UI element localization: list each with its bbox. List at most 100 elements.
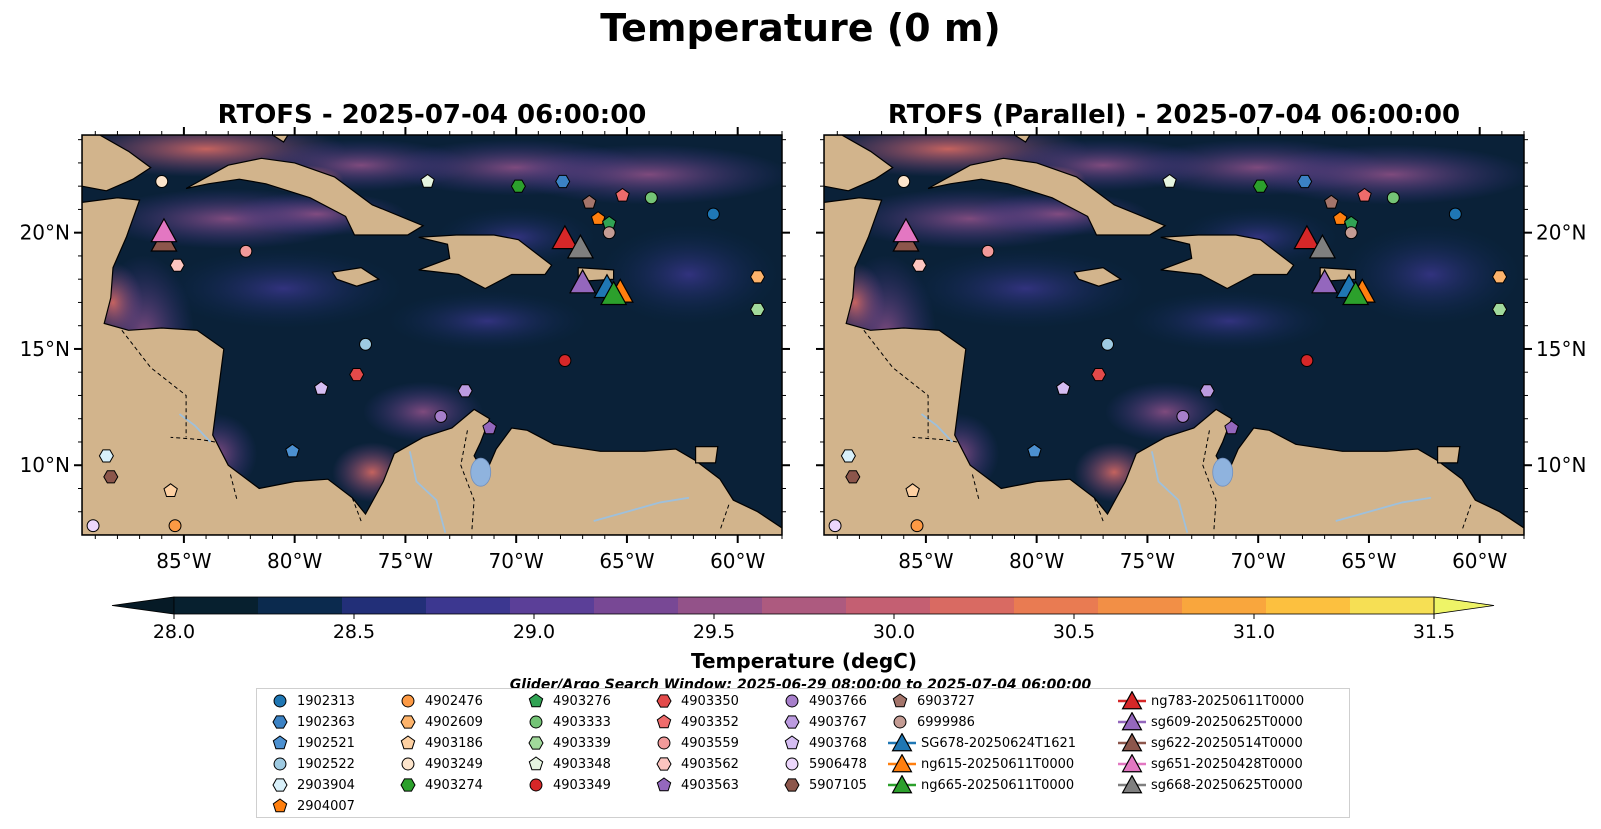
legend-shape (272, 798, 288, 813)
legend-shape (656, 714, 672, 729)
legend-shape (273, 694, 287, 708)
legend-item-label: 4903348 (553, 756, 611, 772)
legend-item: sg651-20250428T0000 (1117, 754, 1303, 774)
river (1150, 451, 1189, 533)
colorbar-tick-label: 31.5 (1413, 621, 1455, 643)
country-border (1461, 504, 1472, 531)
legend-item: 4903339 (523, 733, 611, 753)
pentagon-legend-marker (656, 714, 672, 729)
colorbar-tick-label: 28.5 (333, 621, 375, 643)
colorbar-label: Temperature (degC) (691, 649, 917, 673)
pentagon-legend-marker (528, 693, 544, 708)
argo-marker-4903766 (434, 409, 448, 423)
colorbar-segment (594, 597, 679, 614)
lon-tick-label: 60°W (1452, 549, 1507, 573)
lon-tick-label: 65°W (599, 549, 654, 573)
legend-item: 4903766 (779, 691, 867, 711)
colorbar-segment (1350, 597, 1435, 614)
legend-item-label: ng783-20250611T0000 (1151, 693, 1305, 709)
colorbar-segment (258, 597, 343, 614)
glider-marker-ng783-20250611T0000 (1293, 224, 1321, 250)
legend-item-label: 2904007 (297, 798, 355, 814)
legend-item: 5906478 (779, 754, 867, 774)
legend-shape (401, 694, 415, 708)
argo-marker-5906478 (828, 519, 842, 533)
legend-shape (529, 715, 543, 729)
legend-item: 4902476 (395, 691, 483, 711)
lat-tick-label: 10°N (20, 453, 70, 477)
pentagon-legend-marker (528, 756, 544, 771)
colorbar-segment (426, 597, 511, 614)
land-polygon (694, 446, 719, 464)
pentagon-legend-marker (272, 798, 288, 813)
argo-marker-4903348 (1162, 173, 1177, 188)
land-polygon (331, 266, 381, 287)
colorbar-segment (1098, 597, 1183, 614)
land-polygon (1013, 135, 1031, 143)
legend-item: 1902363 (267, 712, 355, 732)
figure-title: Temperature (0 m) (600, 6, 1001, 50)
colorbar-tick-label: 28.0 (153, 621, 195, 643)
triangle-legend-marker (1118, 712, 1146, 731)
argo-marker-6903727 (582, 194, 597, 209)
land-polygon (82, 135, 152, 192)
argo-marker-4903766 (1176, 409, 1190, 423)
argo-marker-4903352 (615, 187, 630, 202)
colorbar-segment (762, 597, 847, 614)
legend-item: 4903274 (395, 775, 483, 795)
legend-item-label: 4903186 (425, 735, 483, 751)
legend-item-label: sg622-20250514T0000 (1151, 735, 1303, 751)
colorbar-segment (1014, 597, 1099, 614)
colorbar-under-arrow (111, 596, 175, 615)
glider-marker-sg668-20250625T0000 (1308, 233, 1337, 259)
legend-item-label: 4903766 (809, 693, 867, 709)
circle-legend-marker (401, 694, 415, 708)
argo-marker-4903274 (510, 179, 526, 193)
legend-shape (272, 735, 288, 750)
legend-item: 1902521 (267, 733, 355, 753)
hexagon-legend-marker (528, 736, 544, 750)
country-border (121, 330, 187, 438)
legend-item-label: ng615-20250611T0000 (921, 756, 1075, 772)
triangle-legend-marker (1118, 754, 1146, 773)
legend-item-label: sg609-20250625T0000 (1151, 714, 1303, 730)
legend-item-label: 4902476 (425, 693, 483, 709)
land-polygon (1073, 266, 1123, 287)
river (178, 413, 212, 443)
land-polygon (185, 157, 425, 236)
legend-item-label: sg651-20250428T0000 (1151, 756, 1303, 772)
argo-marker-4903768 (1056, 380, 1071, 395)
glider-marker-ng665-20250611T0000 (600, 280, 628, 306)
legend-item-label: 4903276 (553, 693, 611, 709)
triangle-legend-marker (888, 775, 916, 794)
lon-tick-label: 80°W (267, 549, 322, 573)
country-border (719, 504, 730, 531)
legend-item-label: 1902521 (297, 735, 355, 751)
legend-item: 4903767 (779, 712, 867, 732)
legend-shape (401, 757, 415, 771)
hexagon-legend-marker (656, 757, 672, 771)
legend-item: 6903727 (887, 691, 975, 711)
lon-tick-label: 60°W (710, 549, 765, 573)
legend-item: sg622-20250514T0000 (1117, 733, 1303, 753)
argo-marker-1902363 (555, 174, 571, 189)
hexagon-legend-marker (656, 694, 672, 708)
country-border (1202, 430, 1217, 531)
circle-legend-marker (401, 757, 415, 771)
legend-triangle (1121, 733, 1143, 752)
argo-marker-4902476 (910, 519, 924, 533)
hexagon-legend-marker (400, 715, 416, 729)
lon-tick-label: 85°W (898, 549, 953, 573)
legend-item: 2903904 (267, 775, 355, 795)
argo-marker-6999986 (602, 226, 616, 240)
colorbar-over-arrow (1433, 596, 1495, 615)
argo-marker-4903339 (1492, 302, 1508, 316)
legend-shape (273, 757, 287, 771)
legend-item: 4903333 (523, 712, 611, 732)
legend-item: 4903562 (651, 754, 739, 774)
map-left-title: RTOFS - 2025-07-04 06:00:00 (217, 100, 647, 130)
glider-marker-sg609-20250625T0000 (1311, 268, 1339, 294)
legend-item-label: sg668-20250625T0000 (1151, 777, 1303, 793)
country-border (460, 430, 475, 531)
legend-item-label: 6999986 (917, 714, 975, 730)
